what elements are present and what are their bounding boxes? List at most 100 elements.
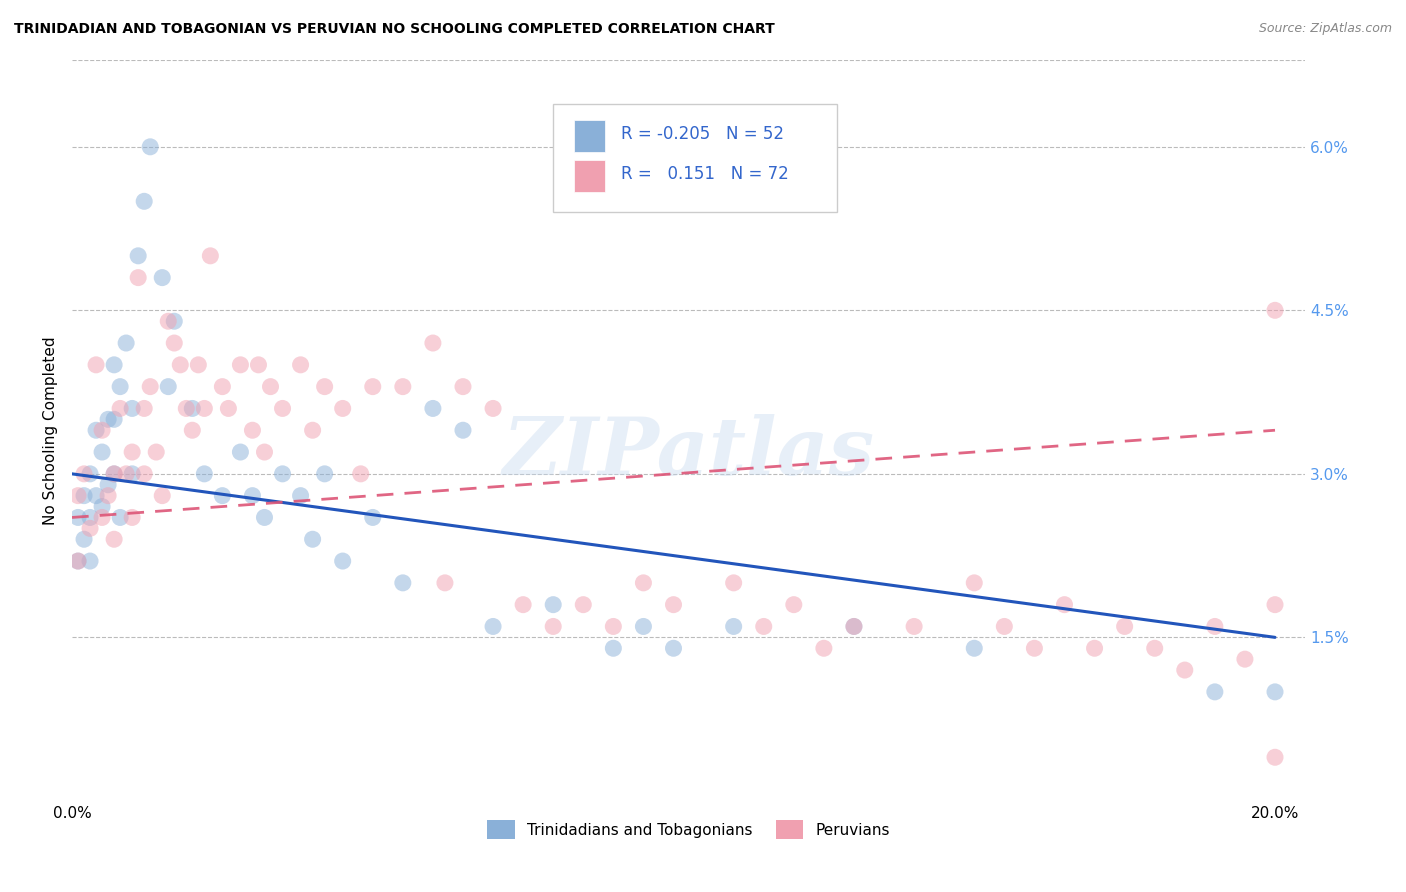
Point: [572, 598, 595, 612]
Point: [541, 619, 564, 633]
Point: [271, 467, 294, 481]
FancyBboxPatch shape: [574, 161, 605, 192]
Point: [422, 401, 444, 416]
Point: [73, 467, 96, 481]
Point: [229, 358, 252, 372]
Point: [361, 510, 384, 524]
Point: [1264, 750, 1286, 764]
Point: [193, 401, 215, 416]
Point: [662, 641, 685, 656]
Point: [451, 379, 474, 393]
Point: [723, 575, 745, 590]
Point: [121, 510, 143, 524]
Point: [103, 467, 125, 481]
Point: [752, 619, 775, 633]
Point: [108, 379, 131, 393]
Y-axis label: No Schooling Completed: No Schooling Completed: [44, 336, 58, 524]
Point: [512, 598, 534, 612]
Point: [422, 336, 444, 351]
Point: [150, 489, 173, 503]
Point: [163, 336, 186, 351]
Text: Source: ZipAtlas.com: Source: ZipAtlas.com: [1258, 22, 1392, 36]
Point: [139, 140, 162, 154]
Point: [115, 336, 138, 351]
Point: [97, 477, 120, 491]
Point: [115, 467, 138, 481]
Point: [1233, 652, 1256, 666]
Point: [314, 467, 336, 481]
Point: [79, 554, 101, 568]
Point: [108, 401, 131, 416]
Point: [842, 619, 865, 633]
Point: [121, 467, 143, 481]
FancyBboxPatch shape: [553, 104, 837, 211]
Point: [121, 401, 143, 416]
Point: [813, 641, 835, 656]
Point: [271, 401, 294, 416]
Point: [253, 445, 276, 459]
Point: [139, 379, 162, 393]
Point: [103, 467, 125, 481]
Point: [66, 510, 89, 524]
Point: [332, 554, 354, 568]
Text: R = -0.205   N = 52: R = -0.205 N = 52: [620, 125, 783, 143]
Point: [842, 619, 865, 633]
Point: [127, 270, 149, 285]
Point: [66, 554, 89, 568]
Point: [242, 489, 264, 503]
Point: [163, 314, 186, 328]
Point: [451, 423, 474, 437]
Point: [242, 423, 264, 437]
Point: [1143, 641, 1166, 656]
Point: [290, 358, 312, 372]
Point: [108, 510, 131, 524]
Point: [1264, 598, 1286, 612]
Point: [963, 575, 986, 590]
Point: [1024, 641, 1046, 656]
Point: [602, 641, 624, 656]
Point: [66, 489, 89, 503]
Point: [993, 619, 1015, 633]
Point: [97, 412, 120, 426]
Point: [193, 467, 215, 481]
Point: [253, 510, 276, 524]
Point: [433, 575, 456, 590]
Point: [1083, 641, 1105, 656]
Point: [169, 358, 191, 372]
Point: [662, 598, 685, 612]
Point: [392, 379, 415, 393]
Point: [84, 358, 107, 372]
Point: [247, 358, 270, 372]
Point: [91, 500, 114, 514]
Point: [1053, 598, 1076, 612]
Point: [259, 379, 281, 393]
Point: [903, 619, 925, 633]
Point: [121, 445, 143, 459]
Point: [181, 401, 204, 416]
Point: [97, 489, 120, 503]
Point: [84, 423, 107, 437]
Point: [200, 249, 222, 263]
Point: [134, 194, 156, 209]
Point: [103, 358, 125, 372]
Point: [633, 619, 655, 633]
Point: [79, 510, 101, 524]
Point: [482, 401, 505, 416]
Point: [482, 619, 505, 633]
Point: [79, 467, 101, 481]
Point: [79, 521, 101, 535]
Point: [229, 445, 252, 459]
Text: R =   0.151   N = 72: R = 0.151 N = 72: [620, 166, 789, 184]
Point: [217, 401, 239, 416]
Point: [350, 467, 373, 481]
Text: ZIPatlas: ZIPatlas: [502, 414, 875, 491]
Point: [723, 619, 745, 633]
Point: [103, 412, 125, 426]
Point: [103, 533, 125, 547]
Point: [633, 575, 655, 590]
Point: [1204, 685, 1226, 699]
Point: [127, 249, 149, 263]
Point: [602, 619, 624, 633]
Point: [91, 510, 114, 524]
Point: [301, 533, 323, 547]
